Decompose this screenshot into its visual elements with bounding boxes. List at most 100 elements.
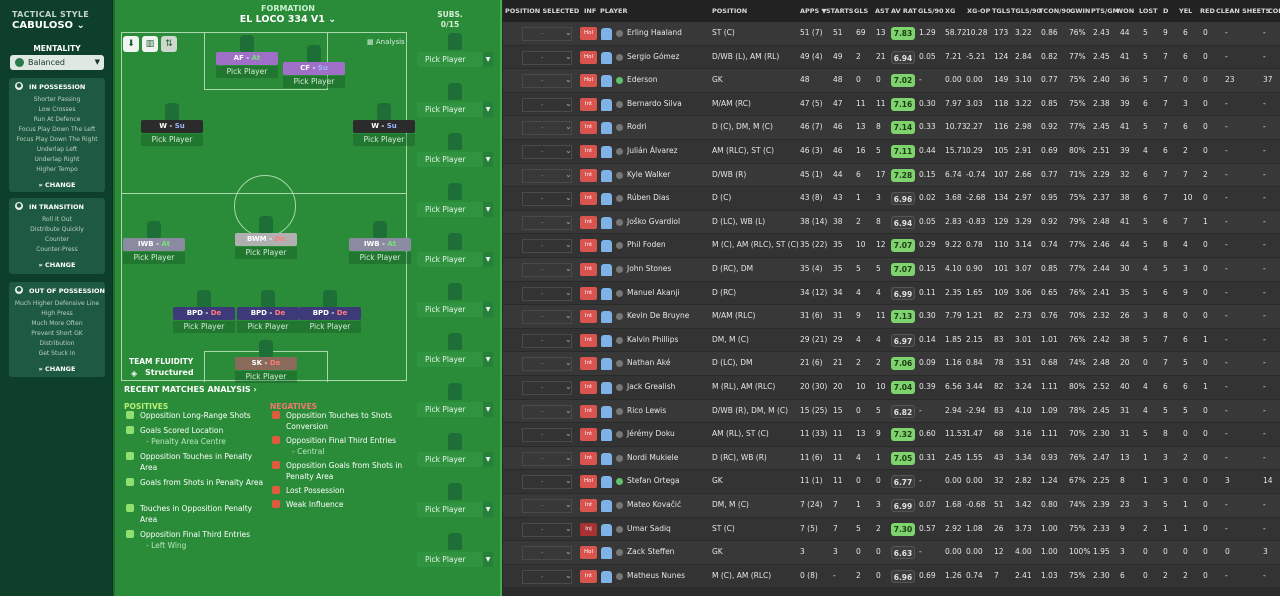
- chevron-down-icon[interactable]: ⌄: [565, 264, 572, 273]
- analysis-toggle[interactable]: ▦ Analysis: [367, 38, 405, 46]
- table-row[interactable]: - ⌄ Int Manuel Akanji D (RC) 34 (12) 34 4 4 6.99 0…: [503, 281, 1280, 306]
- column-header[interactable]: TGLS/90: [1011, 7, 1042, 15]
- chevron-down-icon[interactable]: ⌄: [565, 334, 572, 344]
- player-name[interactable]: Kalvin Phillips: [627, 334, 679, 344]
- position-select[interactable]: -: [522, 215, 572, 230]
- position-select[interactable]: -: [522, 546, 572, 561]
- instructions-icon[interactable]: ⬇: [123, 36, 139, 52]
- player-name[interactable]: Ederson: [627, 75, 658, 85]
- player-name[interactable]: Stefan Ortega: [627, 476, 680, 486]
- player-name[interactable]: Erling Haaland: [627, 28, 682, 37]
- chevron-down-icon[interactable]: ⌄: [565, 169, 572, 179]
- position-select[interactable]: -: [522, 310, 572, 325]
- sub-slot[interactable]: Pick Player ▼: [417, 102, 493, 117]
- column-header[interactable]: RED: [1200, 7, 1215, 15]
- chevron-down-icon[interactable]: ⌄: [565, 429, 572, 439]
- table-row[interactable]: - ⌄ Hol Sergio Gómez D/WB (L), AM (RL) 49 (4)…: [503, 45, 1280, 70]
- column-header[interactable]: GLS: [854, 7, 869, 15]
- table-row[interactable]: - ⌄ Int Mateo Kovačić DM, M (C) 7 (24) 7 1 3 6.99…: [503, 494, 1280, 518]
- table-row[interactable]: - ⌄ Int Kevin De Bruyne M/AM (RLC) 31 (6) 31 9 1…: [503, 305, 1280, 329]
- position-select[interactable]: -: [522, 428, 572, 443]
- player-name[interactable]: John Stones: [627, 264, 672, 273]
- pick-player-button[interactable]: Pick Player: [353, 134, 415, 146]
- player-name[interactable]: Zack Steffen: [627, 547, 675, 557]
- player-name[interactable]: Phil Foden: [627, 240, 666, 250]
- column-header[interactable]: TGLS: [992, 7, 1011, 15]
- column-header[interactable]: GWIN: [1070, 7, 1091, 15]
- pick-player-button[interactable]: Pick Player: [299, 321, 361, 333]
- column-header[interactable]: INF: [584, 7, 597, 15]
- position-select[interactable]: -: [522, 499, 572, 513]
- table-row[interactable]: - ⌄ Int Matheus Nunes M (C), AM (RLC) 0 (8) -2…: [503, 564, 1280, 589]
- player-name[interactable]: Sergio Gómez: [627, 51, 680, 61]
- position-select[interactable]: -: [522, 475, 572, 490]
- role-badge[interactable]: BWM - De: [235, 233, 297, 246]
- player-name[interactable]: Rúben Dias: [627, 193, 670, 203]
- table-row[interactable]: - ⌄ Int Rico Lewis D/WB (R), DM, M (C) 15 (25…: [503, 399, 1280, 424]
- player-name[interactable]: Manuel Akanji: [627, 287, 680, 297]
- chevron-down-icon[interactable]: ⌄: [565, 287, 572, 297]
- pick-player-button[interactable]: Pick Player: [123, 252, 185, 264]
- column-header[interactable]: POSITION SELECTED: [505, 7, 580, 15]
- position-select[interactable]: -: [522, 333, 572, 348]
- column-header[interactable]: POSITION: [712, 7, 748, 15]
- table-row[interactable]: - ⌄ Hol Zack Steffen GK 3 3 0 0 6.63-0.00 0.00 12 4.…: [503, 541, 1280, 565]
- column-header[interactable]: CLEAN SHEETS: [1216, 7, 1271, 15]
- out-of-possession-change-button[interactable]: » CHANGE: [38, 365, 76, 373]
- player-name[interactable]: Mateo Kovačić: [627, 500, 682, 509]
- column-header[interactable]: AV RAT: [891, 7, 917, 15]
- table-row[interactable]: - ⌄ Hol Ederson GK 48 48 0 0 7.02-0.00 0.00 149 3.10…: [503, 69, 1280, 93]
- column-header[interactable]: WON: [1116, 7, 1135, 15]
- table-row[interactable]: - ⌄ Hol Stefan Ortega GK 11 (1) 11 0 0 6.77-0.00 0…: [503, 470, 1280, 494]
- role-badge[interactable]: IWB - At: [349, 238, 411, 251]
- table-row[interactable]: - ⌄ Int John Stones D (RC), DM 35 (4) 35 5 5 7.07…: [503, 258, 1280, 282]
- column-header[interactable]: D: [1163, 7, 1169, 15]
- player-name[interactable]: Rico Lewis: [627, 405, 667, 415]
- position-select[interactable]: -: [522, 192, 572, 207]
- table-row[interactable]: - ⌄ Int Jack Grealish M (RL), AM (RLC) 20 (30…: [503, 376, 1280, 400]
- role-badge[interactable]: W - Su: [353, 120, 415, 133]
- chevron-down-icon[interactable]: ⌄: [565, 452, 572, 462]
- chevron-down-icon[interactable]: ⌄: [565, 500, 572, 509]
- position-select[interactable]: -: [522, 74, 572, 89]
- player-name[interactable]: Kyle Walker: [627, 169, 671, 179]
- position-select[interactable]: -: [522, 145, 572, 159]
- chevron-down-icon[interactable]: ⌄: [565, 476, 572, 486]
- chevron-down-icon[interactable]: ⌄: [565, 547, 572, 557]
- chevron-down-icon[interactable]: ⌄: [565, 122, 572, 132]
- column-header[interactable]: STARTS: [826, 7, 854, 15]
- pick-player-button[interactable]: Pick Player: [235, 371, 297, 383]
- player-name[interactable]: Nathan Aké: [627, 358, 671, 368]
- chevron-down-icon[interactable]: ⌄: [565, 98, 572, 108]
- position-select[interactable]: -: [522, 522, 572, 537]
- table-row[interactable]: - ⌄ Inj Umar Sadiq ST (C) 7 (5) 7 5 2 7.30 0.57 2.9…: [503, 517, 1280, 542]
- pick-player-button[interactable]: Pick Player: [283, 76, 345, 88]
- table-row[interactable]: - ⌄ Int Rúben Dias D (C) 43 (8) 43 1 3 6.96 0.02 3.…: [503, 187, 1280, 211]
- sub-slot[interactable]: Pick Player ▼: [417, 302, 493, 317]
- in-possession-change-button[interactable]: » CHANGE: [38, 181, 76, 189]
- chevron-down-icon[interactable]: ⌄: [565, 216, 572, 226]
- column-header[interactable]: APPS ▼: [800, 7, 827, 15]
- sub-slot[interactable]: Pick Player ▼: [417, 352, 493, 367]
- player-name[interactable]: Kevin De Bruyne: [627, 311, 690, 321]
- player-name[interactable]: Umar Sadiq: [627, 523, 671, 533]
- sub-slot[interactable]: Pick Player ▼: [417, 502, 493, 517]
- sub-slot[interactable]: Pick Player ▼: [417, 552, 493, 567]
- column-header[interactable]: LOST: [1139, 7, 1158, 15]
- column-header[interactable]: TCON/90: [1039, 7, 1071, 15]
- table-row[interactable]: - ⌄ Int Bernardo Silva M/AM (RC) 47 (5) 47 11 11…: [503, 92, 1280, 117]
- column-header[interactable]: PLAYER: [600, 7, 628, 15]
- chevron-down-icon[interactable]: ⌄: [565, 311, 572, 321]
- table-row[interactable]: - ⌄ Int Kalvin Phillips DM, M (C) 29 (21) 29 4 4…: [503, 328, 1280, 353]
- chevron-down-icon[interactable]: ⌄: [565, 405, 572, 415]
- chevron-down-icon[interactable]: ⌄: [565, 28, 572, 37]
- position-select[interactable]: -: [522, 168, 572, 183]
- chevron-down-icon[interactable]: ⌄: [565, 240, 572, 250]
- sub-slot[interactable]: Pick Player ▼: [417, 202, 493, 217]
- role-badge[interactable]: BPD - De: [173, 307, 235, 320]
- position-select[interactable]: -: [522, 50, 572, 65]
- pick-player-button[interactable]: Pick Player: [235, 247, 297, 259]
- position-select[interactable]: -: [522, 27, 572, 41]
- column-header[interactable]: GLS/90: [918, 7, 944, 15]
- position-select[interactable]: -: [522, 97, 572, 112]
